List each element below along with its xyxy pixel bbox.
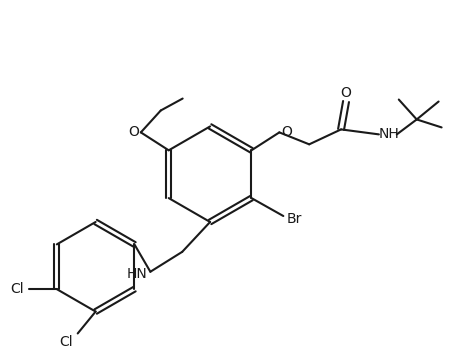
Text: Cl: Cl	[59, 336, 72, 350]
Text: O: O	[281, 125, 292, 139]
Text: Br: Br	[287, 212, 302, 226]
Text: HN: HN	[127, 267, 148, 281]
Text: Cl: Cl	[10, 282, 24, 296]
Text: O: O	[129, 125, 139, 139]
Text: O: O	[341, 86, 351, 100]
Text: NH: NH	[378, 127, 399, 141]
